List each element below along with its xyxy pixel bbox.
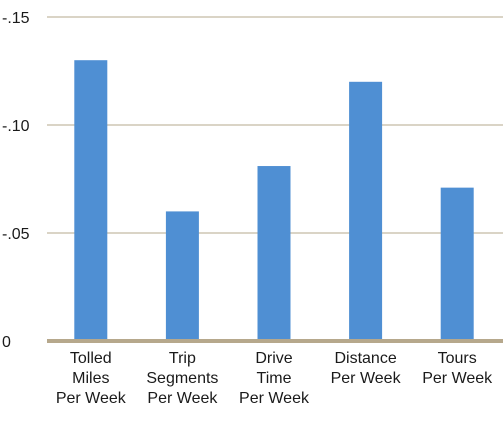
x-category-label-line: Per Week: [147, 390, 218, 407]
x-category-label: Distance Per Week: [331, 350, 402, 387]
x-category-label-line: Per Week: [422, 370, 493, 387]
x-category-label: Tours Per Week: [422, 350, 493, 387]
x-category-label-line: Miles: [72, 370, 109, 387]
y-tick-label: -.05: [2, 226, 30, 243]
x-category-label-line: Tolled: [70, 350, 112, 367]
bar: [165, 211, 199, 341]
bars: [74, 60, 474, 342]
x-category-label-line: Per Week: [56, 390, 127, 407]
x-category-label-line: Time: [257, 370, 292, 387]
x-category-label: Drive Time Per Week: [239, 350, 310, 407]
bar: [74, 60, 108, 341]
bar: [257, 166, 291, 341]
y-tick-label: -.10: [2, 118, 30, 135]
bar: [349, 81, 383, 342]
bar: [440, 187, 474, 341]
x-category-label-line: Per Week: [331, 370, 402, 387]
x-category-label-line: Distance: [334, 350, 396, 367]
x-category-label-line: Drive: [255, 350, 292, 367]
y-tick-label: -.15: [2, 10, 30, 27]
x-category-label: Trip Segments Per Week: [146, 350, 218, 407]
x-category-label-line: Tours: [438, 350, 477, 367]
x-category-label-line: Segments: [146, 370, 218, 387]
x-category-label: Tolled Miles Per Week: [56, 350, 127, 407]
y-axis-tick-labels: 0 -.05 -.10 -.15: [2, 10, 30, 351]
x-category-label-line: Trip: [169, 350, 196, 367]
x-category-label-line: Per Week: [239, 390, 310, 407]
y-tick-label: 0: [2, 334, 11, 351]
